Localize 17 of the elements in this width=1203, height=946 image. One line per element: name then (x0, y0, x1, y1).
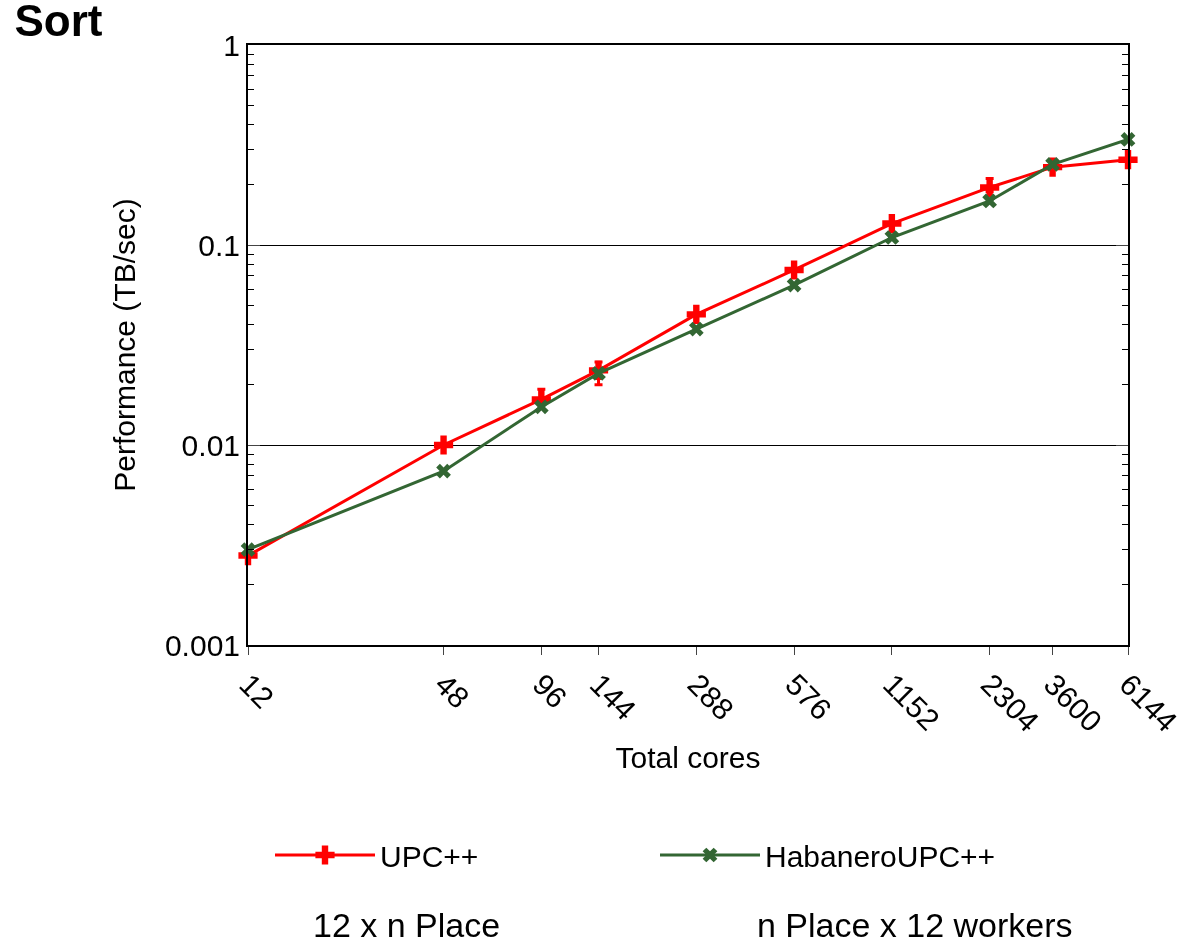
x-tick-label: 96 (526, 667, 574, 715)
x-tick-label: 12 (233, 667, 281, 715)
legend-label: UPC++ (380, 839, 479, 873)
text: 12 x n Place (313, 906, 501, 944)
x-tick-label: 144 (583, 667, 643, 727)
y-axis-title: Performance (TB/sec) (108, 198, 142, 492)
x-tick-label: 288 (681, 667, 741, 727)
legend-label: HabaneroUPC++ (765, 839, 996, 873)
y-tick-label: 1 (223, 28, 240, 62)
y-tick-label: 0.01 (181, 428, 240, 462)
x-tick-label: 48 (428, 667, 476, 715)
text: n Place x 12 workers (757, 906, 1073, 944)
x-tick-label: 576 (779, 667, 838, 727)
chart-title: Sort (14, 0, 103, 45)
x-axis-title: Total cores (615, 741, 761, 775)
y-tick-label: 0.001 (164, 628, 240, 662)
y-tick-label: 0.1 (198, 228, 240, 262)
